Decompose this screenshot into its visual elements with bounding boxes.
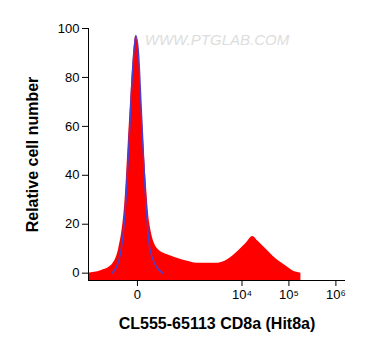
svg-text:10⁵: 10⁵ [279, 287, 299, 302]
svg-text:100: 100 [58, 21, 80, 36]
svg-text:10⁶: 10⁶ [326, 287, 346, 302]
svg-text:0: 0 [134, 287, 141, 302]
svg-text:0: 0 [72, 265, 79, 280]
svg-text:40: 40 [65, 167, 79, 182]
svg-text:WWW.PTGLAB.COM: WWW.PTGLAB.COM [145, 31, 290, 48]
svg-text:10⁴: 10⁴ [232, 287, 252, 302]
svg-text:CL555-65113 CD8a (Hit8a): CL555-65113 CD8a (Hit8a) [119, 315, 316, 332]
svg-text:20: 20 [65, 216, 79, 231]
svg-text:Relative cell number: Relative cell number [24, 77, 41, 233]
svg-text:80: 80 [65, 70, 79, 85]
svg-text:60: 60 [65, 119, 79, 134]
